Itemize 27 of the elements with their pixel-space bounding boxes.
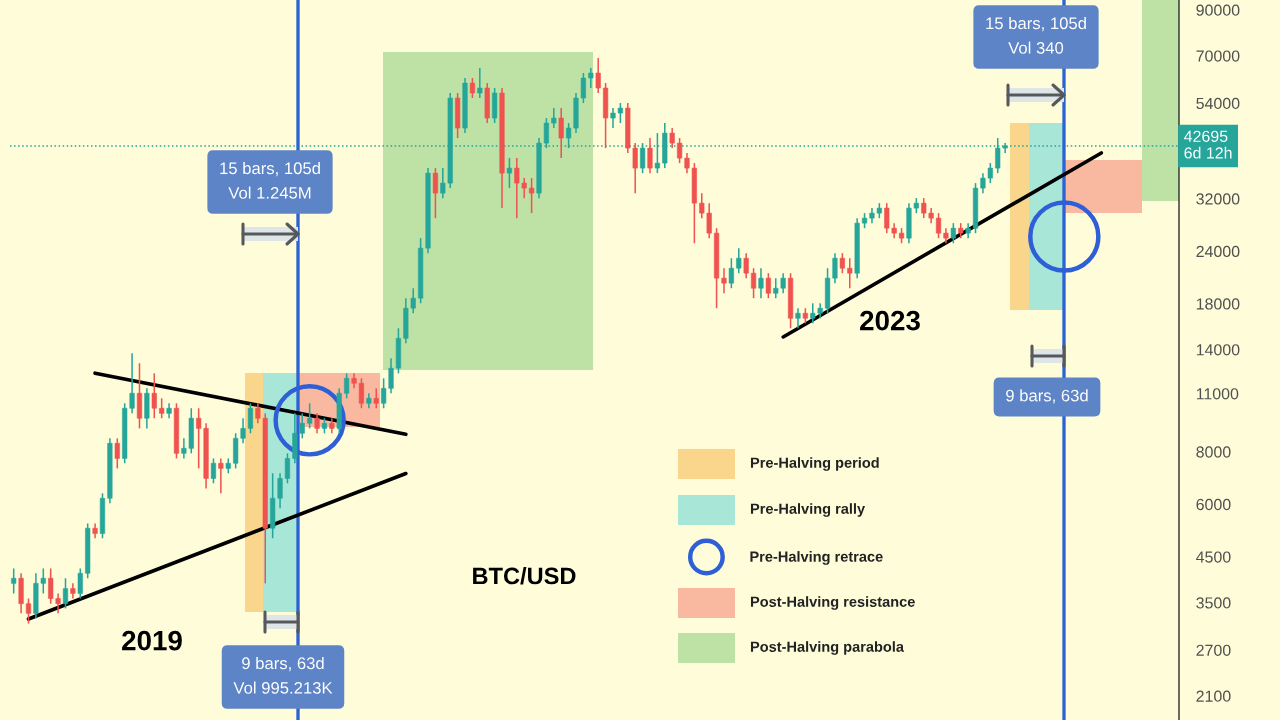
y-tick-label: 14000 [1196, 344, 1240, 356]
y-tick-label: 70000 [1196, 50, 1240, 62]
annotation: 2019 [122, 630, 182, 651]
annotation: 2023 [860, 310, 920, 331]
y-tick-label: 24000 [1196, 245, 1240, 258]
y-tick-label: 18000 [1196, 298, 1240, 310]
y-tick-label: 2100 [1196, 690, 1231, 702]
y-tick-label: 11000 [1196, 388, 1239, 400]
y-tick-label: 90000 [1196, 4, 1240, 16]
y-tick-label: 4500 [1196, 551, 1231, 563]
y-tick-label: 32000 [1196, 193, 1240, 205]
y-tick-label: 8000 [1196, 446, 1231, 458]
annotation: 15 bars, 105d Vol 1.245M [220, 161, 320, 199]
annotation: 15 bars, 105d Vol 340 [986, 16, 1086, 54]
y-tick-label: 2700 [1196, 644, 1231, 656]
y-tick-label: 3500 [1196, 597, 1231, 609]
annotation: Post-Halving parabola [750, 641, 905, 655]
annotation: Pre-Halving period [750, 457, 879, 471]
annotation: Post-Halving resistance [750, 596, 915, 610]
annotation: 9 bars, 63d Vol 995.213K [233, 656, 333, 694]
annotation: Pre-Halving rally [750, 503, 866, 517]
legend-label: Pre-Halving retrace [750, 551, 883, 565]
ref-line-label: 42695 6d 12h [1184, 130, 1232, 159]
y-tick-label: 6000 [1196, 498, 1231, 511]
annotation: BTC/USD [473, 566, 576, 585]
annotation: 9 bars, 63d [1006, 389, 1088, 404]
y-tick-label: 54000 [1196, 97, 1240, 110]
